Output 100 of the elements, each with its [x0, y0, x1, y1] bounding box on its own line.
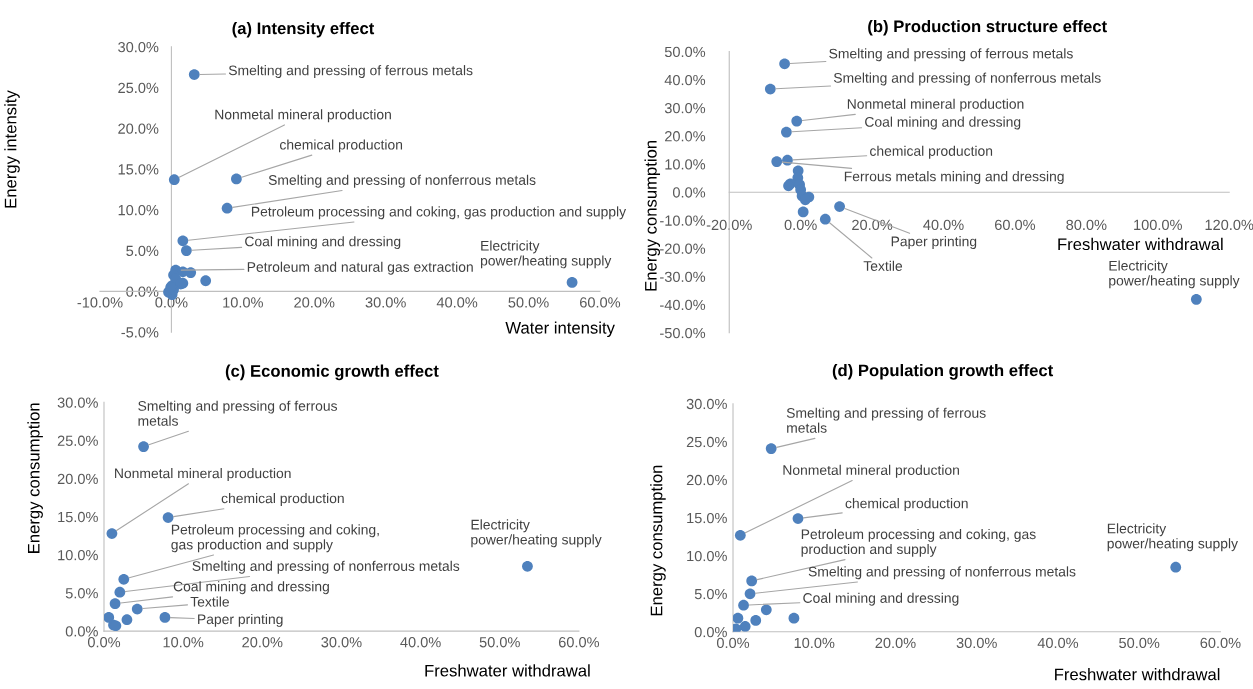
chart-title: (d) Population growth effect — [832, 364, 1054, 380]
y-tick-label: 30.0% — [664, 103, 706, 114]
annotation: Smelting and pressing of ferrous metals — [829, 48, 1073, 62]
x-tick-label: 20.0% — [242, 637, 283, 648]
y-tick-label: 10.0% — [687, 550, 727, 562]
y-tick-label: 30.0% — [118, 41, 159, 53]
y-tick-label: -5.0% — [121, 327, 159, 338]
annotation: Coal mining and dressing — [173, 581, 329, 595]
y-tick-label: -20.0% — [660, 243, 706, 254]
x-axis-title: Water intensity — [505, 321, 615, 338]
annotation: Smelting and pressing of nonferrous metals — [808, 566, 1076, 580]
y-axis-title: Energy consumption — [644, 140, 661, 291]
y-tick-label: 10.0% — [665, 159, 706, 170]
annotation: Petroleum processing and coking, gas production and supply — [171, 524, 379, 553]
annotation: Smelting and pressing of nonferrous metals — [268, 174, 536, 188]
annotation: chemical production — [870, 145, 993, 159]
y-tick-label: 5.0% — [65, 588, 98, 599]
annotation: Electricity power/heating supply — [1109, 260, 1240, 289]
annotation: Coal mining and dressing — [803, 592, 959, 606]
x-tick-label: -20.0% — [706, 219, 752, 231]
annotation: Textile — [863, 260, 903, 271]
annotation: Nonmetal mineral production — [215, 109, 391, 123]
x-tick-label: 80.0% — [1066, 219, 1107, 231]
chart-title: (a) Intensity effect — [232, 21, 375, 38]
x-tick-label: 60.0% — [580, 297, 621, 308]
x-tick-label: 120.0% — [1205, 219, 1253, 231]
y-tick-label: 20.0% — [57, 473, 98, 485]
annotation: Electricity power/heating supply — [480, 240, 612, 269]
annotation: Smelting and pressing of ferrous metals — [786, 407, 986, 433]
y-tick-label: 10.0% — [58, 549, 98, 561]
annotation: Nonmetal mineral production — [115, 468, 291, 481]
x-tick-label: 20.0% — [294, 297, 335, 308]
x-tick-label: 30.0% — [956, 637, 997, 649]
x-tick-label: 30.0% — [365, 297, 406, 308]
annotation: Coal mining and dressing — [865, 116, 1021, 130]
y-axis-title: Energy consumption — [650, 465, 666, 616]
annotation: Smelting and pressing of nonferrous metals — [833, 72, 1101, 86]
x-tick-label: 0.0% — [87, 637, 121, 648]
x-tick-label: 20.0% — [875, 637, 916, 649]
annotation: Textile — [190, 596, 229, 607]
x-tick-label: 0.0% — [784, 219, 817, 231]
chart-title: (b) Production structure effect — [868, 20, 1107, 36]
annotation: Electricity power/heating supply — [471, 519, 602, 548]
y-tick-label: 15.0% — [58, 511, 98, 523]
x-tick-label: 100.0% — [1134, 219, 1182, 231]
y-axis-title: Energy intensity — [4, 90, 20, 208]
annotation: Smelting and pressing of nonferrous metals — [192, 560, 460, 574]
y-tick-label: 10.0% — [118, 204, 159, 216]
annotation: chemical production — [845, 498, 968, 512]
x-tick-label: 50.0% — [508, 297, 549, 308]
x-tick-label: 0.0% — [716, 637, 750, 649]
x-axis-title: Freshwater withdrawal — [1058, 237, 1223, 251]
y-tick-label: 5.0% — [694, 588, 727, 600]
y-tick-label: 20.0% — [686, 474, 727, 486]
annotation: Ferrous metals mining and dressing — [844, 171, 1064, 185]
annotation: Coal mining and dressing — [245, 236, 401, 250]
y-tick-label: 5.0% — [126, 245, 159, 257]
y-tick-label: 0.0% — [65, 626, 98, 637]
annotation: Nonmetal mineral production — [847, 98, 1024, 112]
x-tick-label: 60.0% — [558, 637, 600, 648]
x-axis-title: Freshwater withdrawal — [1055, 668, 1220, 681]
x-tick-label: 60.0% — [995, 219, 1036, 231]
x-tick-label: 40.0% — [923, 219, 964, 231]
annotation: Petroleum processing and coking, gas production and supply — [801, 528, 1036, 557]
annotation: chemical production — [221, 493, 344, 506]
annotation: Petroleum and natural gas extraction — [247, 261, 473, 275]
x-tick-label: 40.0% — [400, 637, 441, 648]
y-tick-label: 25.0% — [686, 436, 727, 448]
y-tick-label: 25.0% — [57, 435, 98, 446]
annotation: Electricity power/heating supply — [1107, 523, 1238, 552]
y-tick-label: 15.0% — [687, 512, 727, 524]
x-tick-label: 10.0% — [223, 297, 263, 308]
x-tick-label: 40.0% — [1037, 637, 1079, 649]
x-axis-title: Freshwater withdrawal — [425, 664, 590, 677]
y-tick-label: -50.0% — [660, 327, 706, 339]
y-tick-label: -40.0% — [660, 299, 706, 311]
y-tick-label: 30.0% — [57, 397, 98, 408]
x-tick-label: 40.0% — [436, 297, 478, 308]
y-tick-label: 20.0% — [665, 131, 706, 142]
x-tick-label: 50.0% — [479, 637, 520, 648]
annotation: Paper printing — [891, 236, 977, 250]
annotation: chemical production — [279, 139, 403, 153]
annotation: Smelting and pressing of ferrous metals — [228, 65, 473, 79]
chart-title: (c) Economic growth effect — [225, 364, 439, 381]
x-tick-label: 60.0% — [1200, 637, 1241, 649]
y-axis-title: Energy consumption — [27, 403, 43, 553]
y-tick-label: 0.0% — [672, 187, 706, 198]
x-tick-label: 30.0% — [321, 637, 362, 648]
y-tick-label: 15.0% — [118, 164, 159, 175]
y-tick-label: 50.0% — [664, 46, 706, 58]
annotation: Nonmetal mineral production — [783, 464, 959, 478]
x-tick-label: 50.0% — [1119, 637, 1160, 649]
annotation: Petroleum processing and coking, gas production and supply — [251, 206, 627, 220]
x-tick-label: 20.0% — [852, 219, 893, 231]
y-tick-label: 30.0% — [686, 398, 727, 410]
y-tick-label: 40.0% — [664, 74, 706, 86]
y-tick-label: -30.0% — [660, 271, 706, 282]
annotation: Paper printing — [198, 613, 283, 627]
y-tick-label: 20.0% — [118, 123, 159, 134]
x-tick-label: -10.0% — [77, 297, 123, 308]
